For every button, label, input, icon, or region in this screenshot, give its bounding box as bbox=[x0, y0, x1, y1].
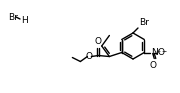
Text: Br: Br bbox=[139, 18, 149, 27]
Text: N: N bbox=[151, 48, 158, 57]
Text: O: O bbox=[86, 52, 93, 61]
Text: Br: Br bbox=[8, 12, 18, 21]
Text: O: O bbox=[157, 48, 164, 57]
Text: −: − bbox=[161, 49, 167, 53]
Text: +: + bbox=[155, 49, 160, 53]
Text: H: H bbox=[21, 16, 28, 24]
Text: O: O bbox=[150, 61, 157, 69]
Text: O: O bbox=[95, 37, 102, 45]
